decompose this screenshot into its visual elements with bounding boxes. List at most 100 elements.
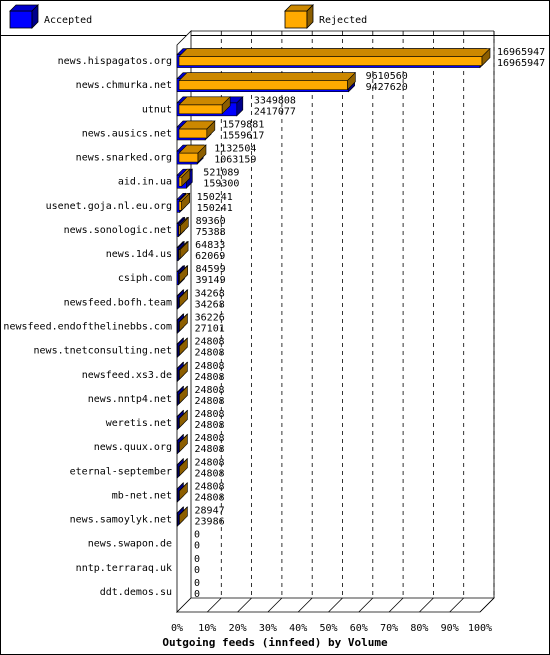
bar-rejected-20-side: [179, 506, 188, 525]
bar-rejected-13-side: [179, 337, 188, 356]
bar-rejected-16-side: [179, 409, 188, 429]
bar-accepted-3-side: [236, 96, 244, 117]
value-accepted-6: 521089: [203, 168, 239, 179]
legend-swatch-1-side: [31, 4, 39, 29]
value-rejected-4: 1559617: [222, 130, 264, 141]
bar-rejected-15-side: [179, 385, 188, 405]
value-accepted-20: 28947: [195, 506, 225, 517]
legend-label-1: Accepted: [44, 15, 92, 26]
value-rejected-1: 16965947: [497, 58, 545, 69]
bar-rejected-5-side: [197, 144, 207, 163]
value-rejected-16: 24808: [194, 420, 224, 431]
bar-rejected-19-side: [179, 482, 188, 501]
bar-rejected-4: [178, 128, 208, 139]
category-label-15: news.nntp4.net: [88, 394, 172, 405]
x-tick-label-60: 60%: [350, 623, 368, 634]
category-label-17: news.quux.org: [94, 442, 172, 453]
x-tick-label-40: 40%: [289, 623, 307, 634]
category-label-23: ddt.demos.su: [100, 587, 172, 598]
category-label-14: newsfeed.xs3.de: [82, 370, 172, 381]
value-rejected-6: 159300: [203, 179, 239, 190]
floor-tick-90: [449, 597, 464, 613]
x-tick-label-90: 90%: [441, 623, 459, 634]
value-rejected-23: 0: [194, 589, 200, 600]
bar-rejected-14-side: [179, 361, 188, 380]
category-label-13: news.tnetconsulting.net: [34, 346, 172, 357]
value-accepted-21: 0: [194, 530, 200, 541]
category-label-1: news.hispagatos.org: [58, 56, 172, 67]
category-label-3: utnut: [142, 104, 172, 115]
x-tick-label-50: 50%: [319, 623, 337, 634]
bar-rejected-8-side: [180, 216, 189, 236]
bar-rejected-6-side: [181, 168, 191, 187]
value-accepted-9: 64833: [195, 240, 225, 251]
floor-tick-40: [297, 597, 313, 613]
floor-tick-20: [237, 597, 252, 613]
legend-label-2: Rejected: [319, 15, 367, 26]
value-accepted-18: 24808: [194, 457, 224, 468]
value-accepted-2: 9610560: [366, 71, 408, 82]
value-rejected-15: 24808: [194, 396, 224, 407]
category-label-20: news.samoylyk.net: [70, 515, 172, 526]
value-rejected-20: 23986: [195, 517, 225, 528]
value-accepted-11: 34268: [195, 288, 225, 299]
x-axis-title: Outgoing feeds (innfeed) by Volume: [162, 636, 388, 649]
bar-rejected-4-side: [206, 120, 216, 139]
category-label-7: usenet.goja.nl.eu.org: [46, 201, 172, 212]
x-tick-label-80: 80%: [410, 623, 428, 634]
category-label-5: news.snarked.org: [76, 153, 172, 164]
value-accepted-19: 24808: [194, 481, 224, 492]
value-rejected-17: 24808: [194, 444, 224, 455]
bar-rejected-7: [178, 201, 182, 211]
value-accepted-4: 1579881: [222, 119, 264, 130]
value-accepted-15: 24808: [194, 385, 224, 396]
floor-tick-80: [419, 597, 434, 613]
bar-rejected-6: [178, 176, 183, 187]
value-accepted-22: 0: [194, 554, 200, 565]
legend: Accepted Rejected: [9, 4, 367, 29]
category-label-2: news.chmurka.net: [76, 80, 172, 91]
floor-tick-10: [207, 597, 222, 613]
bar-rejected-11-side: [179, 289, 188, 308]
bar-rejected-3: [178, 104, 223, 115]
bar-rejected-2-side: [347, 71, 356, 91]
floor-tick-60: [358, 597, 374, 613]
floor-tick-70: [388, 597, 404, 613]
value-accepted-7: 150241: [197, 192, 233, 203]
value-accepted-17: 24808: [194, 433, 224, 444]
category-label-4: news.ausics.net: [82, 128, 172, 139]
value-accepted-8: 89360: [196, 216, 226, 227]
bar-rejected-3-side: [221, 96, 231, 115]
value-rejected-3: 2417077: [254, 106, 296, 117]
bar-rejected-2-top: [178, 72, 357, 81]
x-tick-label-70: 70%: [380, 623, 398, 634]
value-rejected-21: 0: [194, 541, 200, 552]
value-rejected-19: 24808: [194, 492, 224, 503]
value-accepted-13: 24808: [194, 337, 224, 348]
category-label-19: mb-net.net: [112, 490, 172, 501]
category-label-12: newsfeed.endofthelinebbs.com: [3, 322, 172, 333]
value-accepted-5: 1132504: [214, 144, 256, 155]
floor-tick-50: [328, 597, 343, 613]
legend-swatch-2: [284, 10, 308, 29]
x-tick-label-30: 30%: [259, 623, 277, 634]
value-accepted-3: 3349808: [254, 95, 296, 106]
category-label-11: newsfeed.bofh.team: [64, 297, 172, 308]
legend-swatch-2-side: [306, 4, 314, 29]
category-label-18: eternal-september: [70, 466, 172, 477]
bar-rejected-10-side: [179, 265, 188, 284]
value-accepted-1: 16965947: [497, 47, 545, 58]
bar-rejected-7-side: [181, 192, 190, 212]
plot-area: 0% 10% 20% 30% 40% 50% 60% 70% 80% 90% 100% news.hi…: [3, 30, 545, 634]
bar-rejected-9-side: [179, 240, 189, 260]
value-rejected-2: 9427620: [366, 82, 408, 93]
value-rejected-7: 150241: [197, 203, 233, 214]
bar-rejected-17-side: [179, 433, 188, 453]
legend-swatch-1: [9, 10, 33, 29]
bar-rejected-12-side: [179, 313, 188, 332]
category-label-10: csiph.com: [118, 273, 172, 284]
value-accepted-16: 24808: [194, 409, 224, 420]
bar-rejected-2: [178, 80, 348, 90]
bar-rejected-1-top: [178, 48, 491, 57]
